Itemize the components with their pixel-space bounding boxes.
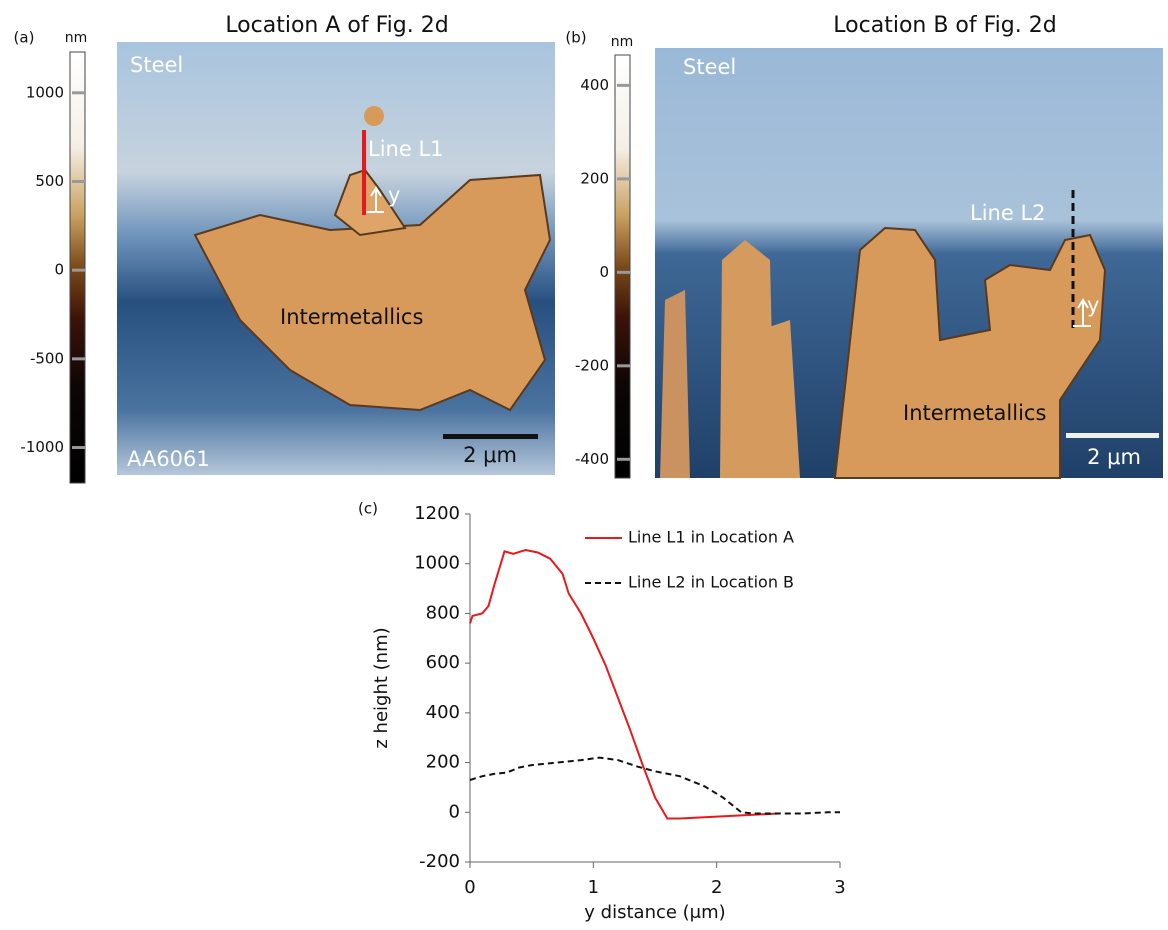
colorbar-tick-label: -400 [575, 450, 609, 468]
series-line [470, 758, 840, 814]
annotation: Steel [130, 53, 183, 77]
x-tick-label: 3 [834, 877, 845, 898]
colorbar-unit: nm [65, 30, 88, 46]
legend-label: Line L1 in Location A [628, 528, 794, 547]
colorbar-tick-label: 200 [580, 169, 609, 187]
colorbar [615, 55, 630, 478]
panel-title: Location A of Fig. 2d [225, 13, 448, 38]
colorbar-tick-label: 0 [599, 263, 609, 281]
colorbar-tick-label: -200 [575, 356, 609, 374]
annotation: Steel [683, 55, 736, 79]
y-tick-label: 600 [426, 652, 460, 673]
panel-label: (c) [358, 500, 378, 518]
panel-title: Location B of Fig. 2d [833, 13, 1056, 38]
x-tick-label: 1 [588, 877, 599, 898]
y-tick-label: 200 [426, 752, 460, 773]
x-tick-label: 2 [711, 877, 722, 898]
y-axis-label: z height (nm) [371, 627, 392, 748]
annotation: Intermetallics [280, 305, 423, 329]
afm-image [117, 42, 555, 475]
colorbar-tick-label: 400 [580, 76, 609, 94]
panel-label: (b) [565, 29, 586, 47]
annotation: Intermetallics [903, 401, 1046, 425]
panel-label: (a) [14, 29, 35, 47]
scale-bar-label: 2 μm [1087, 445, 1141, 469]
colorbar-tick-label: -1000 [20, 438, 64, 456]
x-axis-label: y distance (μm) [584, 902, 725, 923]
annotation: y [388, 183, 400, 207]
y-tick-label: 800 [426, 602, 460, 623]
colorbar-tick-label: 0 [54, 261, 64, 279]
annotation: AA6061 [127, 447, 210, 471]
y-tick-label: 1000 [414, 553, 460, 574]
scale-bar-label: 2 μm [463, 443, 517, 467]
y-tick-label: 0 [449, 801, 460, 822]
annotation: y [1087, 293, 1099, 317]
x-tick-label: 0 [464, 877, 475, 898]
colorbar-unit: nm [611, 34, 634, 50]
y-tick-label: 1200 [414, 503, 460, 524]
figure: (a) nm Location A of Fig. 2d Steel Line … [0, 0, 1168, 926]
colorbar-tick-label: -500 [30, 349, 64, 367]
y-tick-label: 400 [426, 702, 460, 723]
annotation: Line L2 [970, 201, 1046, 225]
colorbar [70, 52, 85, 483]
annotation: Line L1 [368, 137, 444, 161]
legend-label: Line L2 in Location B [628, 573, 794, 592]
y-tick-label: -200 [419, 851, 460, 872]
colorbar-tick-label: 1000 [26, 83, 64, 101]
colorbar-tick-label: 500 [35, 172, 64, 190]
